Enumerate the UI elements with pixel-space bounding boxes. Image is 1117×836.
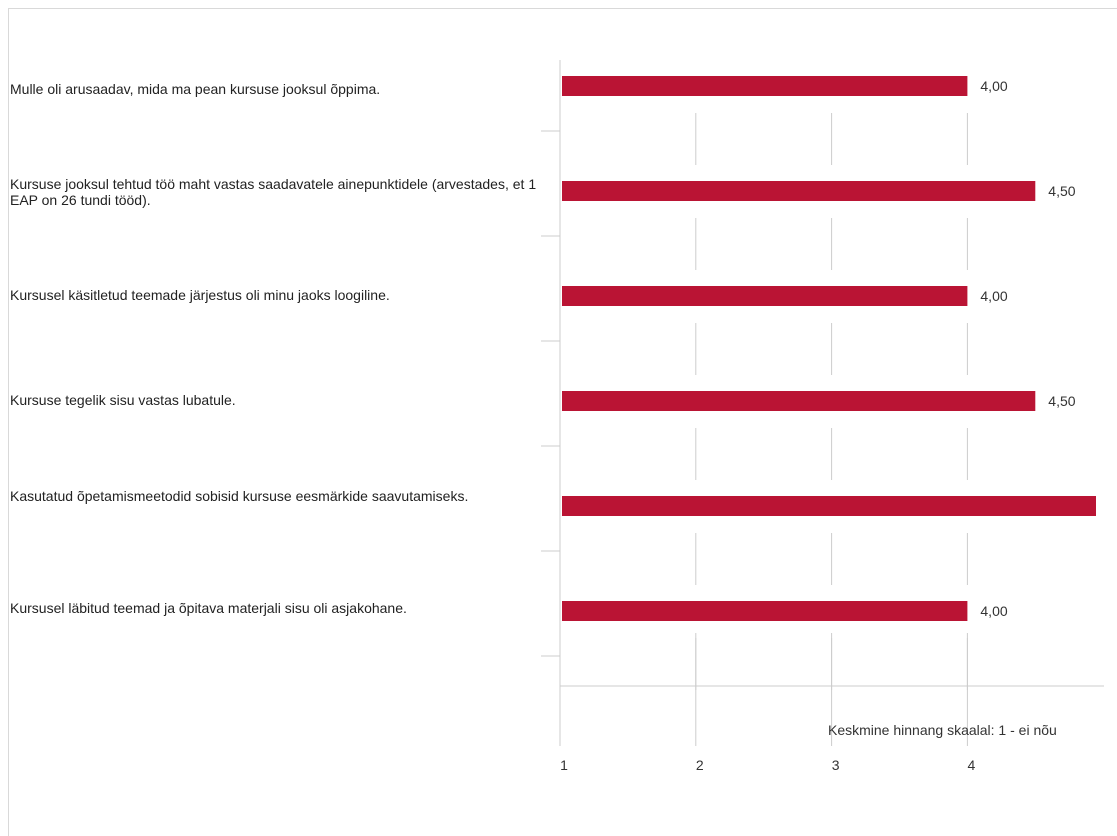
x-tick-label: 4 — [968, 757, 976, 773]
bar — [562, 76, 968, 96]
bar — [562, 286, 968, 306]
bar — [562, 496, 1096, 516]
data-label: 4,00 — [980, 288, 1007, 304]
chart-panel — [8, 8, 1117, 836]
x-tick-label: 1 — [560, 757, 568, 773]
category-label: Kursusel läbitud teemad ja õpitava mater… — [10, 600, 407, 616]
data-label: 4,00 — [980, 603, 1007, 619]
data-label: 4,50 — [1048, 393, 1075, 409]
bar — [562, 601, 968, 621]
category-label: Kursusel käsitletud teemade järjestus ol… — [10, 287, 390, 303]
category-label: Kursuse tegelik sisu vastas lubatule. — [10, 392, 236, 408]
x-tick-label: 3 — [832, 757, 840, 773]
category-label: Kursuse jooksul tehtud töö maht vastas s… — [10, 176, 537, 208]
bar — [562, 181, 1036, 201]
category-label: Kasutatud õpetamismeetodid sobisid kursu… — [10, 488, 469, 504]
data-label: 4,50 — [1048, 183, 1075, 199]
category-label: Mulle oli arusaadav, mida ma pean kursus… — [10, 81, 381, 97]
data-label: 4,00 — [980, 78, 1007, 94]
x-axis-label: Keskmine hinnang skaalal: 1 - ei nõu — [828, 722, 1057, 738]
x-tick-label: 2 — [696, 757, 704, 773]
bar — [562, 391, 1036, 411]
